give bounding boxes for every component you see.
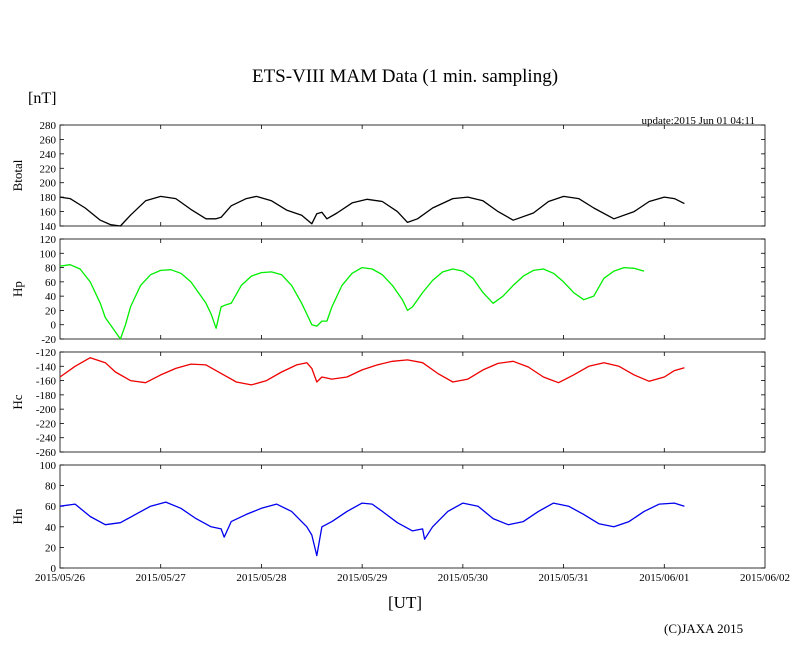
y-tick-label: -220	[36, 418, 57, 430]
series-line-hc	[59, 357, 685, 386]
y-tick-label: 80	[45, 263, 57, 275]
y-tick-label: 0	[51, 563, 57, 575]
chart-title: ETS-VIII MAM Data (1 min. sampling)	[251, 66, 559, 87]
y-tick-label: -140	[36, 361, 57, 373]
copyright: (C)JAXA 2015	[664, 621, 744, 636]
x-tick-label: 2015/05/28	[236, 572, 287, 584]
y-tick-label: 180	[40, 192, 57, 204]
series-line-hp	[59, 264, 645, 340]
y-tick-label: 20	[45, 305, 57, 317]
panel-frame	[59, 238, 766, 340]
y-tick-label: -120	[36, 347, 57, 359]
y-tick-label: 60	[45, 277, 57, 289]
panel-ylabel: Hc	[10, 394, 25, 409]
series-line-hn	[59, 501, 685, 557]
y-tick-label: 0	[51, 320, 57, 332]
y-tick-label: -20	[41, 334, 56, 346]
x-tick-label: 2015/05/27	[136, 572, 187, 584]
panel-ylabel: Hn	[10, 508, 25, 524]
y-tick-label: -160	[36, 376, 57, 388]
y-tick-label: 40	[45, 291, 57, 303]
panel-frame	[59, 351, 766, 453]
y-tick-label: 60	[45, 501, 57, 513]
y-tick-label: -260	[36, 447, 57, 459]
panel-ylabel: Hp	[10, 281, 25, 297]
y-tick-label: 280	[40, 120, 57, 132]
y-unit-label: [nT]	[28, 90, 57, 107]
series-line-btotal	[59, 195, 685, 227]
x-tick-label: 2015/06/02	[740, 572, 790, 584]
y-tick-label: -180	[36, 390, 57, 402]
panel-frame	[59, 124, 766, 227]
x-tick-label: 2015/05/30	[438, 572, 489, 584]
y-tick-label: 220	[40, 163, 57, 175]
panel-ylabel: Btotal	[10, 159, 25, 191]
y-tick-label: 200	[40, 178, 57, 190]
x-tick-label: 2015/05/29	[337, 572, 388, 584]
y-tick-label: 160	[40, 207, 57, 219]
y-tick-label: 20	[45, 542, 57, 554]
y-tick-label: -200	[36, 404, 57, 416]
x-tick-label: 2015/05/26	[35, 572, 86, 584]
y-tick-label: 120	[40, 234, 57, 246]
x-axis-unit: [UT]	[388, 593, 422, 612]
y-tick-label: 260	[40, 134, 57, 146]
y-tick-label: 240	[40, 149, 57, 161]
y-tick-label: -240	[36, 433, 57, 445]
y-tick-label: 140	[40, 221, 57, 233]
x-tick-label: 2015/05/31	[539, 572, 589, 584]
y-tick-label: 80	[45, 481, 57, 493]
y-tick-label: 40	[45, 522, 57, 534]
panel-frame	[59, 464, 766, 569]
update-timestamp: update:2015 Jun 01 04:11	[641, 115, 755, 127]
x-tick-label: 2015/06/01	[639, 572, 689, 584]
y-tick-label: 100	[40, 460, 57, 472]
y-tick-label: 100	[40, 248, 57, 260]
